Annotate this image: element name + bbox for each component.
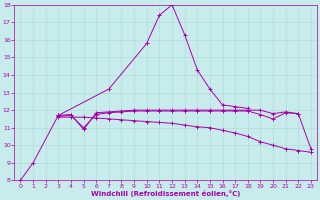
X-axis label: Windchill (Refroidissement éolien,°C): Windchill (Refroidissement éolien,°C) (91, 190, 240, 197)
